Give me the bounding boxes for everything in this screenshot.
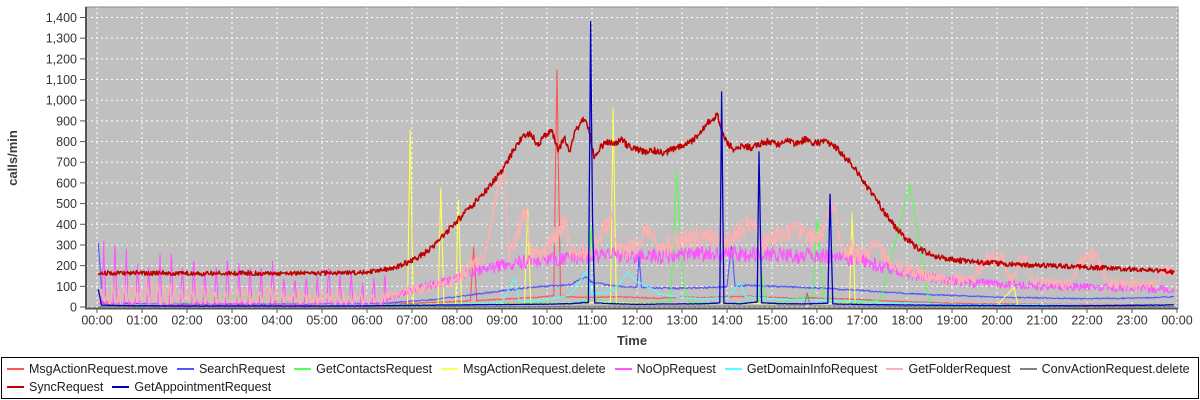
x-tick-label: 08:00 <box>441 314 472 328</box>
legend-label: ConvActionRequest.delete <box>1041 362 1190 376</box>
x-axis-label: Time <box>617 333 647 348</box>
legend-item: SyncRequest <box>7 380 103 394</box>
y-axis-label: calls/min <box>5 130 20 186</box>
legend-line-swatch <box>294 368 312 370</box>
legend-label: NoOpRequest <box>636 362 716 376</box>
legend-item: NoOpRequest <box>614 362 716 376</box>
x-tick-label: 00:00 <box>81 314 112 328</box>
y-tick-label: 800 <box>56 135 77 149</box>
x-tick-label: 03:00 <box>216 314 247 328</box>
chart-canvas: 0 100 200 300 400 500 600 700 800 900 1,000 1,100 1,… <box>5 6 1193 348</box>
x-tick-label: 17:00 <box>846 314 877 328</box>
x-tick-label: 16:00 <box>801 314 832 328</box>
y-tick-label: 1,300 <box>46 32 77 46</box>
legend-item: ConvActionRequest.delete <box>1019 362 1190 376</box>
x-tick-label: 09:00 <box>486 314 517 328</box>
y-tick-label: 1,100 <box>46 73 77 87</box>
legend-row: SyncRequest GetAppointmentRequest <box>7 378 1193 396</box>
legend-label: MsgActionRequest.delete <box>463 362 606 376</box>
y-tick-label: 100 <box>56 280 77 294</box>
legend-item: GetAppointmentRequest <box>112 380 271 394</box>
legend-line-swatch <box>886 368 904 370</box>
series-lines <box>97 20 1175 308</box>
legend-line-swatch <box>7 368 24 370</box>
x-tick-label: 06:00 <box>351 314 382 328</box>
x-tick-label: 00:00 <box>1161 314 1192 328</box>
legend-item: GetDomainInfoRequest <box>724 362 878 376</box>
x-tick-label: 20:00 <box>981 314 1012 328</box>
x-tick-label: 19:00 <box>936 314 967 328</box>
y-tick-label: 300 <box>56 238 77 252</box>
legend-line-swatch <box>112 386 130 388</box>
legend-item: MsgActionRequest.delete <box>441 362 606 376</box>
x-tick-label: 14:00 <box>711 314 742 328</box>
y-tick-label: 400 <box>56 218 77 232</box>
y-tick-label: 700 <box>56 156 77 170</box>
y-tick-label: 200 <box>56 259 77 273</box>
legend-line-swatch <box>441 368 459 370</box>
y-tick-label: 1,400 <box>46 11 77 25</box>
x-tick-label: 02:00 <box>171 314 202 328</box>
x-tick-label: 11:00 <box>577 314 607 328</box>
legend-label: MsgActionRequest.move <box>29 362 168 376</box>
x-tick-label: 04:00 <box>261 314 292 328</box>
axis-ticks <box>80 16 1178 313</box>
legend-label: SearchRequest <box>198 362 286 376</box>
x-tick-label: 05:00 <box>306 314 337 328</box>
legend-label: GetDomainInfoRequest <box>746 362 878 376</box>
y-tick-label: 0 <box>70 301 77 315</box>
x-tick-label: 12:00 <box>621 314 652 328</box>
x-tick-label: 18:00 <box>891 314 922 328</box>
x-tick-label: 21:00 <box>1026 314 1057 328</box>
legend-row: MsgActionRequest.move SearchRequest GetCon… <box>7 360 1193 378</box>
y-tick-label: 1,200 <box>46 52 77 66</box>
legend-item: GetContactsRequest <box>294 362 432 376</box>
legend-label: GetAppointmentRequest <box>134 380 272 394</box>
legend-label: GetContactsRequest <box>316 362 433 376</box>
axis-tick-labels: 0 100 200 300 400 500 600 700 800 900 1,000 1,100 1,… <box>46 11 1193 328</box>
x-tick-label: 07:00 <box>396 314 427 328</box>
legend-item: MsgActionRequest.move <box>7 362 168 376</box>
x-tick-label: 15:00 <box>756 314 787 328</box>
legend-item: GetFolderRequest <box>886 362 1011 376</box>
legend-line-swatch <box>176 368 194 370</box>
legend-item: SearchRequest <box>176 362 286 376</box>
series-line-GetAppointmentRequest <box>97 20 1175 307</box>
y-tick-label: 1,000 <box>46 94 77 108</box>
legend-line-swatch <box>1019 368 1037 370</box>
y-tick-label: 500 <box>56 197 77 211</box>
x-tick-label: 01:00 <box>126 314 157 328</box>
legend-line-swatch <box>724 368 742 370</box>
x-tick-label: 10:00 <box>531 314 562 328</box>
y-tick-label: 600 <box>56 176 77 190</box>
x-tick-label: 22:00 <box>1071 314 1102 328</box>
series-line-SyncRequest <box>97 112 1175 277</box>
x-tick-label: 13:00 <box>666 314 697 328</box>
legend-line-swatch <box>7 386 24 388</box>
y-tick-label: 900 <box>56 114 77 128</box>
x-tick-label: 23:00 <box>1116 314 1147 328</box>
legend-label: GetFolderRequest <box>908 362 1011 376</box>
legend-line-swatch <box>614 368 632 370</box>
legend-label: SyncRequest <box>29 380 104 394</box>
legend: MsgActionRequest.move SearchRequest GetCon… <box>1 357 1199 399</box>
